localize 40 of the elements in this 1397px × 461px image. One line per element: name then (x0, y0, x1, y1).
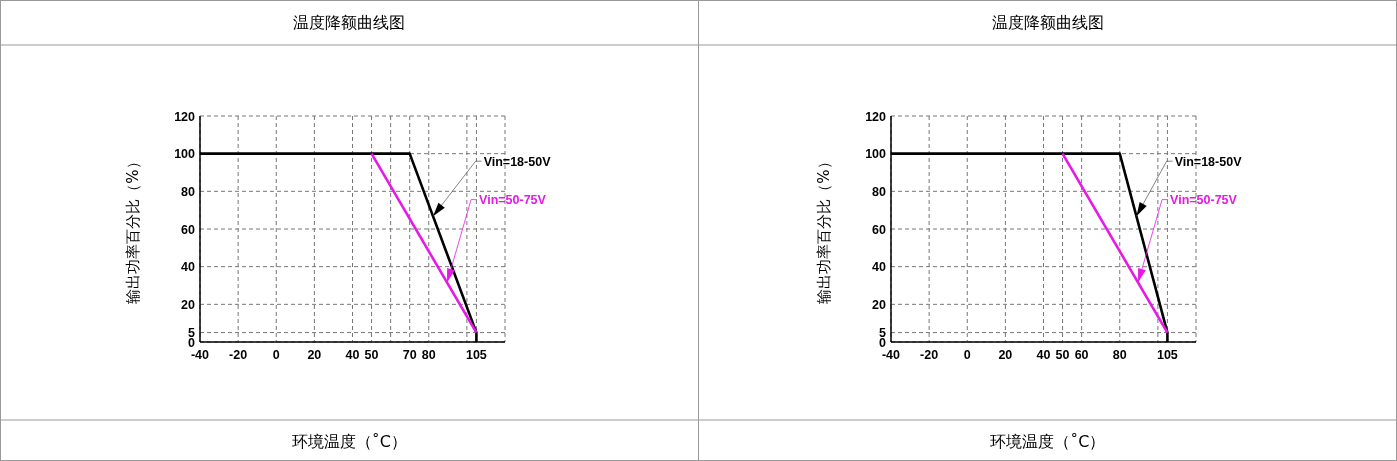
x-tick-label: -40 (881, 348, 901, 362)
x-tick-label: 50 (1055, 348, 1070, 362)
y-tick-label: 120 (174, 109, 196, 124)
text: Vin=50-75V (479, 193, 547, 208)
y-tick-label: 20 (872, 297, 887, 312)
y-tick-label: 40 (181, 260, 196, 275)
x-axis-title: 环境温度（˚C） (291, 432, 407, 451)
x-tick-label: -40 (190, 348, 210, 362)
x-tick-label: 80 (1112, 348, 1127, 362)
x-tick-label: 0 (963, 348, 971, 362)
chart-title: 温度降额曲线图 (293, 13, 406, 32)
text: Vin=18-50V (1174, 154, 1243, 169)
text: Vin=18-50V (483, 154, 552, 169)
chart-title: 温度降额曲线图 (991, 13, 1104, 32)
x-axis-title: 环境温度（˚C） (990, 432, 1106, 451)
text: Vin=50-75V (1170, 193, 1238, 208)
y-tick-label: 100 (865, 147, 887, 162)
y-tick-label: 80 (181, 184, 196, 199)
y-tick-label: 20 (181, 297, 196, 312)
x-tick-label: 20 (307, 348, 322, 362)
x-tick-label: 80 (421, 348, 436, 362)
x-tick-label: -20 (229, 348, 248, 362)
x-tick-label: 20 (998, 348, 1013, 362)
x-tick-label: 105 (1156, 348, 1178, 362)
y-tick-label: 40 (872, 260, 887, 275)
x-tick-label: 40 (345, 348, 360, 362)
x-tick-label: 50 (364, 348, 379, 362)
x-tick-label: 0 (272, 348, 280, 362)
x-tick-label: 60 (1074, 348, 1089, 362)
y-axis-title: 输出功率百分比（%） (815, 154, 833, 304)
y-tick-label: 60 (872, 222, 887, 237)
x-tick-label: 105 (465, 348, 487, 362)
y-axis-title: 输出功率百分比（%） (124, 154, 142, 304)
y-tick-label: 80 (872, 184, 887, 199)
x-tick-label: 40 (1036, 348, 1051, 362)
x-tick-label: 70 (402, 348, 417, 362)
y-tick-label: 60 (181, 222, 196, 237)
y-tick-label: 100 (174, 147, 196, 162)
x-tick-label: -20 (920, 348, 939, 362)
y-tick-label: 120 (865, 109, 887, 124)
